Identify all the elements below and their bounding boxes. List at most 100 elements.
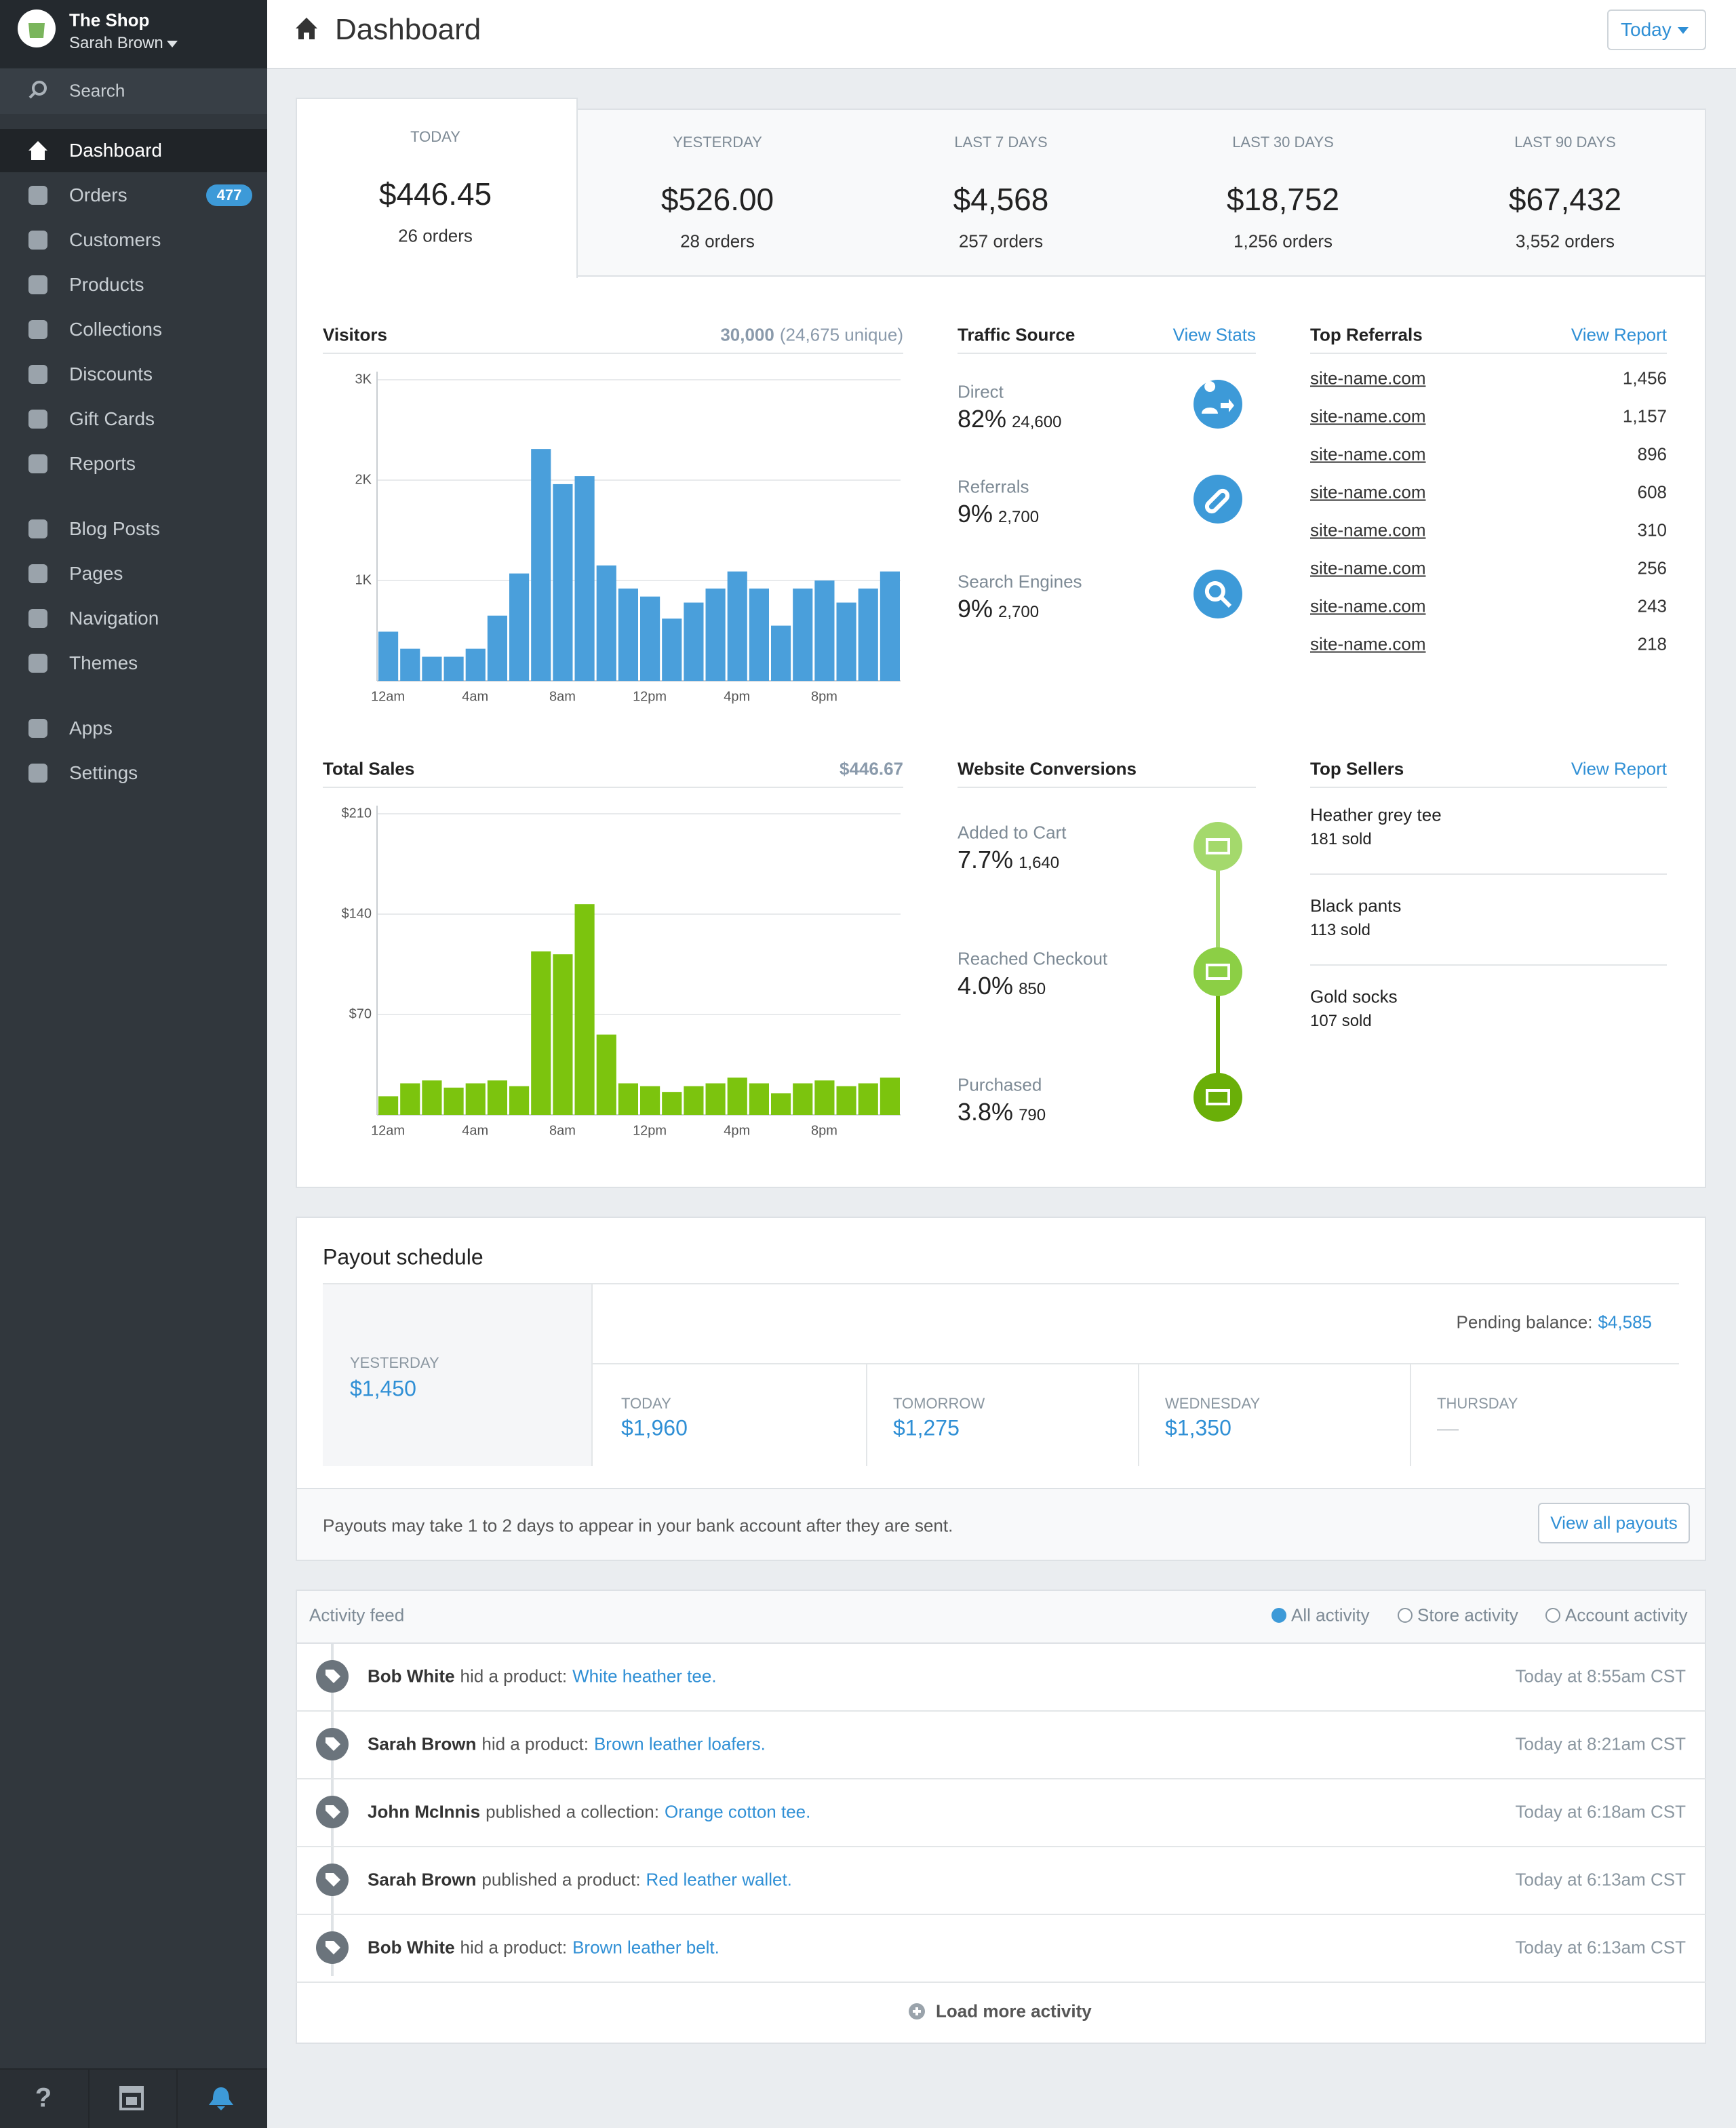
bar <box>400 648 420 681</box>
bell <box>209 2087 233 2110</box>
summary-tab-active[interactable] <box>296 98 578 278</box>
section-title: Top Sellers <box>1310 758 1404 779</box>
icon-glyph <box>1204 581 1232 608</box>
referral-site[interactable]: site-name.com <box>1310 595 1426 616</box>
view-report-link[interactable]: View Report <box>1571 758 1667 779</box>
nav-item[interactable]: Themes <box>69 652 138 673</box>
bar <box>465 648 486 681</box>
y-tick-label: 1K <box>355 572 372 587</box>
nav-item[interactable]: Gift Cards <box>69 408 155 429</box>
activity-link[interactable]: Red leather wallet. <box>646 1869 792 1890</box>
x-tick-label: 4pm <box>724 689 750 704</box>
summary-period[interactable]: YESTERDAY <box>673 134 762 151</box>
activity-actor: Bob White <box>368 1937 455 1958</box>
nav-item[interactable]: Pages <box>69 563 123 584</box>
bar-chart: 1K 2K 3K 12am 4am 8am 12pm 4pm 8pm <box>355 372 901 704</box>
nav-item[interactable]: Settings <box>69 762 138 783</box>
view-payouts-label[interactable]: View all payouts <box>1550 1512 1678 1533</box>
radio-circle <box>1271 1608 1286 1623</box>
activity-filter[interactable]: Store activity <box>1417 1604 1518 1625</box>
referral-site[interactable]: site-name.com <box>1310 633 1426 654</box>
summary-period[interactable]: LAST 30 DAYS <box>1232 134 1334 151</box>
activity-link[interactable]: White heather tee. <box>572 1666 717 1687</box>
traffic-icon <box>1194 570 1242 618</box>
range-button[interactable] <box>1607 9 1706 50</box>
text-row: Sarah Brown published a product: Red leath… <box>368 1870 792 1891</box>
bar <box>880 571 900 681</box>
conversion-label: Reached Checkout <box>958 948 1108 969</box>
conversion-track <box>1194 822 1242 1122</box>
bar <box>618 588 638 681</box>
bar <box>705 1083 726 1115</box>
help-button[interactable]: ? <box>35 2083 52 2113</box>
nav-item[interactable]: Orders <box>69 184 127 205</box>
view-payouts-button[interactable] <box>1538 1503 1690 1543</box>
referral-site[interactable]: site-name.com <box>1310 557 1426 578</box>
payout-amount: $1,450 <box>350 1376 416 1401</box>
activity-action: hid a product: <box>460 1666 568 1687</box>
nav-item[interactable]: Blog Posts <box>69 518 160 539</box>
sidebar <box>0 0 267 2128</box>
referral-site[interactable]: site-name.com <box>1310 444 1426 465</box>
traffic-percent: 9% <box>958 595 993 623</box>
summary-amount: $67,432 <box>1508 182 1622 217</box>
x-tick-label: 12am <box>371 1123 405 1138</box>
load-more-button[interactable]: Load more activity <box>936 2001 1092 2022</box>
range-label[interactable]: Today <box>1621 19 1672 40</box>
radio <box>1271 1608 1286 1623</box>
payout-title: Payout schedule <box>323 1244 484 1269</box>
activity-filter[interactable]: All activity <box>1291 1604 1370 1625</box>
shop-name: The Shop <box>69 9 150 31</box>
conversion-count: 790 <box>1019 1106 1046 1124</box>
nav-item[interactable]: Reports <box>69 453 136 474</box>
x-tick-label: 8am <box>549 689 576 704</box>
nav-item[interactable]: Dashboard <box>69 140 162 161</box>
radio <box>1545 1608 1560 1623</box>
bar <box>836 1086 856 1115</box>
activity-link[interactable]: Orange cotton tee. <box>664 1801 811 1822</box>
nav-icon <box>28 764 47 783</box>
activity-icon <box>316 1796 349 1828</box>
activity-rule <box>296 1778 1706 1779</box>
bar <box>640 1086 660 1115</box>
payout-note: Payouts may take 1 to 2 days to appear i… <box>323 1515 953 1536</box>
summary-period[interactable]: LAST 90 DAYS <box>1514 134 1616 151</box>
referral-site[interactable]: site-name.com <box>1310 406 1426 427</box>
summary-orders: 257 orders <box>958 231 1044 252</box>
payout-day: WEDNESDAY <box>1165 1395 1261 1412</box>
activity-actor: Bob White <box>368 1666 455 1687</box>
activity-link[interactable]: Brown leather belt. <box>572 1937 719 1958</box>
referral-site[interactable]: site-name.com <box>1310 519 1426 540</box>
activity-filter[interactable]: Account activity <box>1565 1604 1688 1625</box>
bar <box>814 1080 835 1115</box>
nav-item[interactable]: Apps <box>69 717 113 738</box>
x-tick-label: 8pm <box>811 1123 837 1138</box>
bar <box>531 951 551 1115</box>
view-stats-link[interactable]: View Stats <box>1172 324 1256 345</box>
section-title: Traffic Source <box>958 324 1076 345</box>
activity-time: Today at 8:55am CST <box>1515 1666 1686 1687</box>
user-name[interactable]: Sarah Brown <box>69 34 163 52</box>
text-row: 7.7% 1,640 <box>958 846 1059 874</box>
pending-amount: $4,585 <box>1598 1312 1652 1333</box>
referral-site[interactable]: site-name.com <box>1310 368 1426 389</box>
view-report-link[interactable]: View Report <box>1571 324 1667 345</box>
referral-site[interactable]: site-name.com <box>1310 481 1426 503</box>
nav-item[interactable]: Collections <box>69 319 162 340</box>
search-label[interactable]: Search <box>69 80 125 101</box>
step-glyph <box>1206 1089 1230 1105</box>
logo-bag <box>28 23 45 38</box>
activity-link[interactable]: Brown leather loafers. <box>593 1733 766 1754</box>
text-row: Bob White hid a product: White heather tee… <box>368 1666 717 1687</box>
nav-item[interactable]: Products <box>69 274 144 295</box>
text-row: 4.0% 850 <box>958 972 1046 1000</box>
nav-item[interactable]: Navigation <box>69 608 159 629</box>
nav-item[interactable]: Customers <box>69 229 161 250</box>
nav-item[interactable]: Discounts <box>69 363 153 385</box>
footer-divider <box>176 2068 178 2128</box>
radio-circle <box>1545 1608 1560 1623</box>
page-title: Dashboard <box>335 13 481 46</box>
traffic-label: Referrals <box>958 476 1029 497</box>
seller-rule <box>1310 873 1667 875</box>
summary-period[interactable]: LAST 7 DAYS <box>954 134 1048 151</box>
